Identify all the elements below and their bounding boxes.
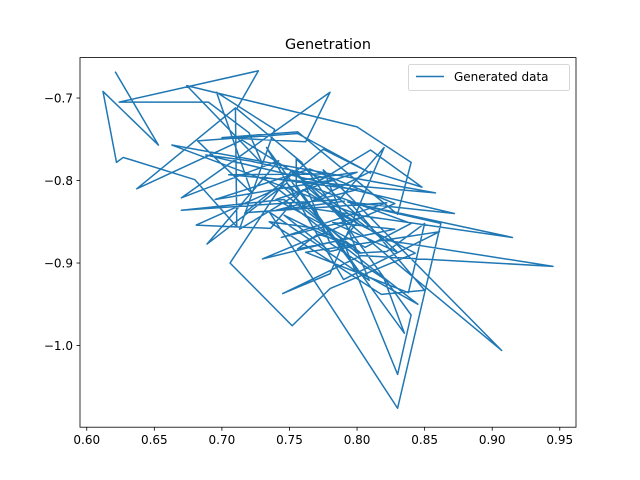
legend: Generated data	[408, 64, 570, 91]
y-axis: −0.7 −0.8 −0.9 −1.0	[44, 91, 80, 353]
x-tick-label: 0.80	[344, 433, 371, 447]
x-tick-label: 0.90	[479, 433, 506, 447]
x-tick-label: 0.95	[546, 433, 573, 447]
x-tick-label: 0.65	[141, 433, 168, 447]
legend-label: Generated data	[454, 70, 549, 84]
x-axis: 0.60 0.65 0.70 0.75 0.80 0.85 0.90 0.95	[73, 427, 573, 447]
x-tick-label: 0.75	[276, 433, 303, 447]
series-group	[102, 70, 554, 409]
chart-title: Genetration	[285, 37, 371, 53]
y-tick-label: −0.7	[44, 91, 73, 105]
plot-frame	[79, 57, 577, 428]
x-tick-label: 0.60	[73, 433, 100, 447]
x-tick-label: 0.70	[209, 433, 236, 447]
y-tick-label: −0.9	[44, 256, 73, 270]
y-tick-label: −0.8	[44, 174, 73, 188]
x-tick-label: 0.85	[411, 433, 438, 447]
legend-box	[408, 64, 570, 91]
series-line-0	[102, 70, 554, 409]
y-tick-label: −1.0	[44, 339, 73, 353]
